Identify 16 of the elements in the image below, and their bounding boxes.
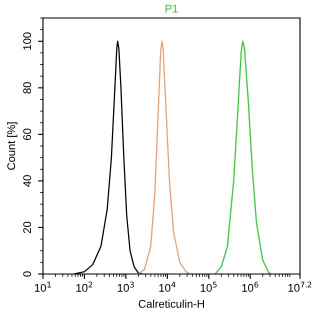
x-tick-label: 10$^{7.2}$ bbox=[288, 282, 312, 292]
x-tick-label: 10$^{5}$ bbox=[200, 282, 217, 292]
y-tick-label: 80 bbox=[23, 82, 32, 94]
x-tick-label: 10$^{6}$ bbox=[242, 282, 258, 292]
y-axis-title: Count [%] bbox=[7, 122, 18, 170]
x-tick-label: 10$^{1}$ bbox=[34, 282, 51, 292]
y-tick-label: 60 bbox=[23, 128, 32, 140]
y-tick-label: 0 bbox=[23, 271, 32, 277]
y-tick-label: 100 bbox=[23, 32, 32, 50]
x-axis-title: Calreticulin-H bbox=[138, 300, 204, 308]
x-tick-label: 10$^{2}$ bbox=[76, 282, 92, 292]
y-tick-label: 20 bbox=[23, 222, 32, 234]
x-tick-label: 10$^{4}$ bbox=[159, 282, 176, 292]
x-tick-label: 10$^{3}$ bbox=[118, 282, 134, 292]
chart-title: P1 bbox=[166, 4, 178, 12]
y-tick-label: 40 bbox=[23, 175, 32, 187]
